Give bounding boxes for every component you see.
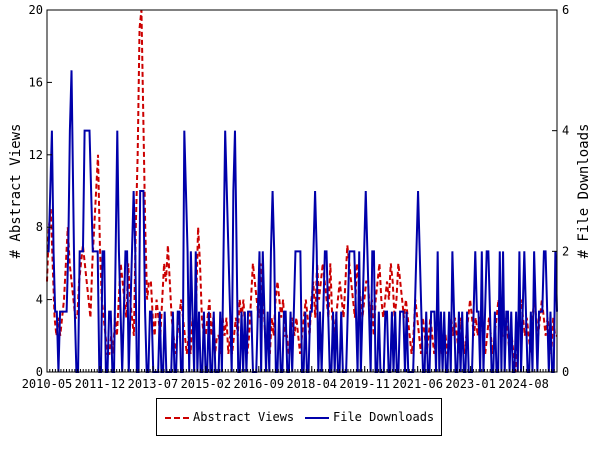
y-right-tick-label: 2 bbox=[562, 244, 569, 258]
y-right-tick-label: 4 bbox=[562, 124, 569, 138]
legend-label-file-downloads: File Downloads bbox=[333, 410, 435, 424]
series-line-file-downloads bbox=[47, 70, 558, 373]
y-left-tick-label: 12 bbox=[29, 148, 43, 162]
y-left-tick-label: 20 bbox=[29, 3, 43, 17]
x-tick-label: 2011-12 bbox=[75, 377, 126, 391]
x-tick-label: 2010-05 bbox=[22, 377, 73, 391]
y-right-tick-label: 6 bbox=[562, 3, 569, 17]
legend-label-abstract-views: Abstract Views bbox=[193, 410, 295, 424]
x-tick-label: 2019-11 bbox=[339, 377, 390, 391]
y-axis-label-left: # Abstract Views bbox=[8, 124, 24, 259]
x-tick-label: 2015-02 bbox=[181, 377, 232, 391]
x-tick-label: 2013-07 bbox=[128, 377, 179, 391]
y-axis-right: 0 2 4 6 bbox=[552, 3, 569, 379]
x-tick-label: 2024-08 bbox=[498, 377, 549, 391]
x-tick-label: 2016-09 bbox=[234, 377, 285, 391]
y-left-tick-label: 4 bbox=[36, 293, 43, 307]
legend-swatch-file-downloads bbox=[305, 417, 329, 419]
y-axis-label-right: # File Downloads bbox=[576, 124, 592, 259]
x-tick-label: 2018-04 bbox=[286, 377, 337, 391]
plot-frame bbox=[46, 9, 558, 373]
legend-swatch-abstract-views bbox=[165, 417, 189, 419]
y-axis-left: 0 4 8 12 16 20 bbox=[29, 3, 52, 379]
y-left-tick-label: 0 bbox=[36, 365, 43, 379]
plot-series bbox=[46, 9, 558, 373]
x-tick-label: 2023-01 bbox=[445, 377, 496, 391]
y-left-tick-label: 8 bbox=[36, 220, 43, 234]
x-axis: 2010-05 2011-12 2013-07 2015-02 2016-09 2018-… bbox=[22, 366, 558, 391]
x-tick-label: 2021-06 bbox=[392, 377, 443, 391]
y-left-tick-label: 16 bbox=[29, 75, 43, 89]
legend: Abstract Views File Downloads bbox=[156, 398, 442, 436]
plot-border bbox=[46, 9, 558, 373]
y-right-tick-label: 0 bbox=[562, 365, 569, 379]
